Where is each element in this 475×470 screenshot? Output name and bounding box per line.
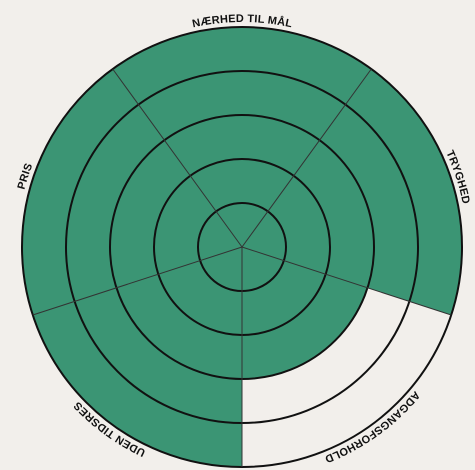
wedge	[242, 69, 462, 315]
category-label: NÆRHED TIL MÅL	[191, 13, 293, 30]
wedges	[21, 27, 462, 467]
wedge	[32, 247, 243, 467]
spoke	[112, 68, 243, 248]
category-label-text: NÆRHED TIL MÅL	[191, 13, 293, 30]
wedge	[242, 247, 368, 379]
spoke	[241, 68, 372, 248]
category-label-text: ADGANGSFORHOLD	[323, 389, 422, 465]
spoke	[241, 246, 452, 316]
wedge	[112, 27, 372, 248]
category-label: ADGANGSFORHOLD	[323, 389, 422, 465]
wedge	[21, 69, 242, 315]
spoke	[32, 246, 243, 316]
grid	[21, 26, 463, 468]
